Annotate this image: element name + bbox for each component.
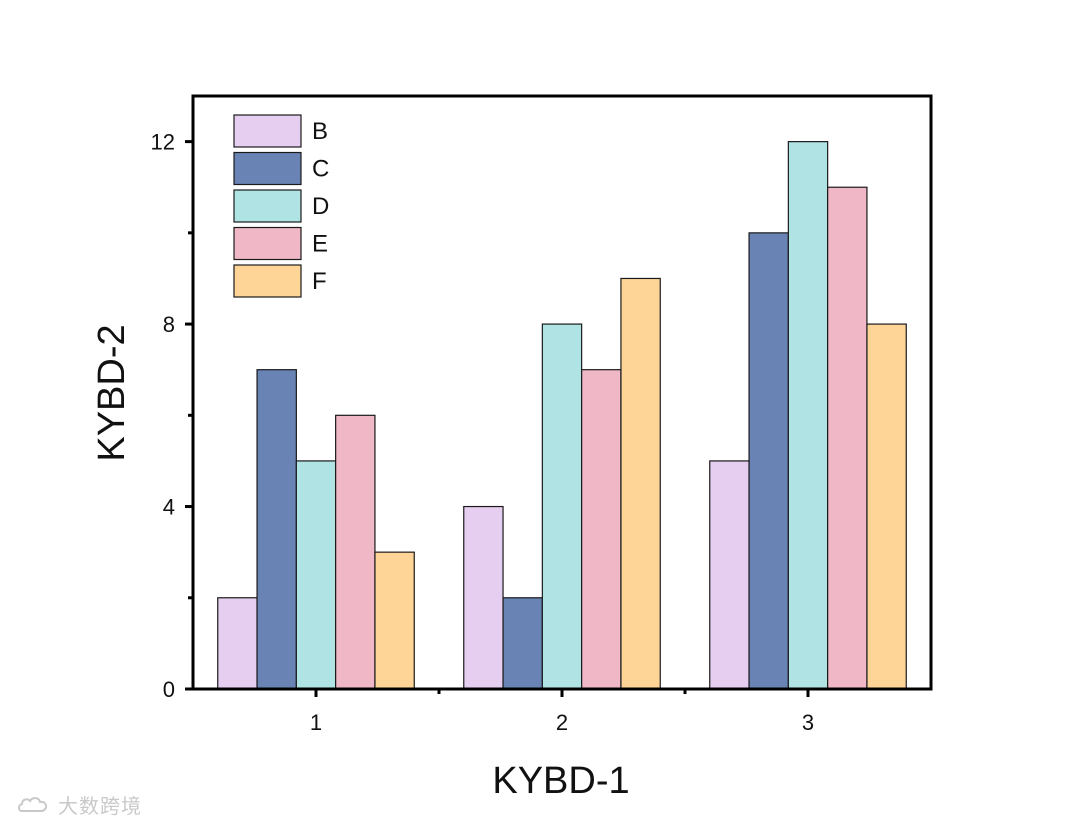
legend-label-d: D [312, 193, 329, 220]
y-tick-label: 8 [163, 312, 175, 337]
bar-c-2 [502, 597, 543, 690]
legend-label-c: C [312, 156, 329, 183]
y-tick-label: 12 [151, 130, 175, 155]
legend-swatch-d [233, 189, 302, 223]
x-tick-label: 3 [802, 710, 814, 735]
bars-layer [217, 141, 907, 690]
bar-c-3 [748, 232, 789, 690]
x-tick-label: 2 [556, 710, 568, 735]
bar-f-2 [620, 277, 661, 690]
y-tick-label: 0 [163, 677, 175, 702]
bar-b-1 [217, 597, 258, 690]
y-axis-title: KYBD-2 [91, 324, 133, 461]
bar-b-2 [463, 505, 504, 690]
bar-f-1 [374, 551, 415, 690]
y-tick-label: 4 [163, 495, 175, 520]
bar-d-1 [295, 460, 337, 690]
bar-f-3 [866, 323, 907, 690]
legend-label-f: F [312, 268, 327, 295]
legend-swatch-f [233, 264, 302, 298]
x-axis-title: KYBD-1 [492, 760, 629, 802]
bar-b-3 [709, 460, 750, 690]
bar-c-1 [256, 369, 297, 690]
bar-d-3 [787, 141, 829, 690]
cloud-logo-icon [18, 796, 48, 812]
legend-swatch-c [233, 151, 302, 186]
watermark: 大数跨境 [16, 790, 142, 819]
legend-label-e: E [312, 231, 328, 258]
legend-swatch-b [233, 114, 302, 148]
legend-label-b: B [312, 118, 328, 145]
x-tick-label: 1 [310, 710, 322, 735]
bar-d-2 [541, 323, 583, 690]
watermark-text: 大数跨境 [58, 794, 142, 818]
bar-e-2 [581, 369, 622, 690]
bar-e-1 [335, 414, 376, 690]
legend-swatch-e [233, 226, 302, 261]
bar-e-3 [827, 186, 868, 690]
